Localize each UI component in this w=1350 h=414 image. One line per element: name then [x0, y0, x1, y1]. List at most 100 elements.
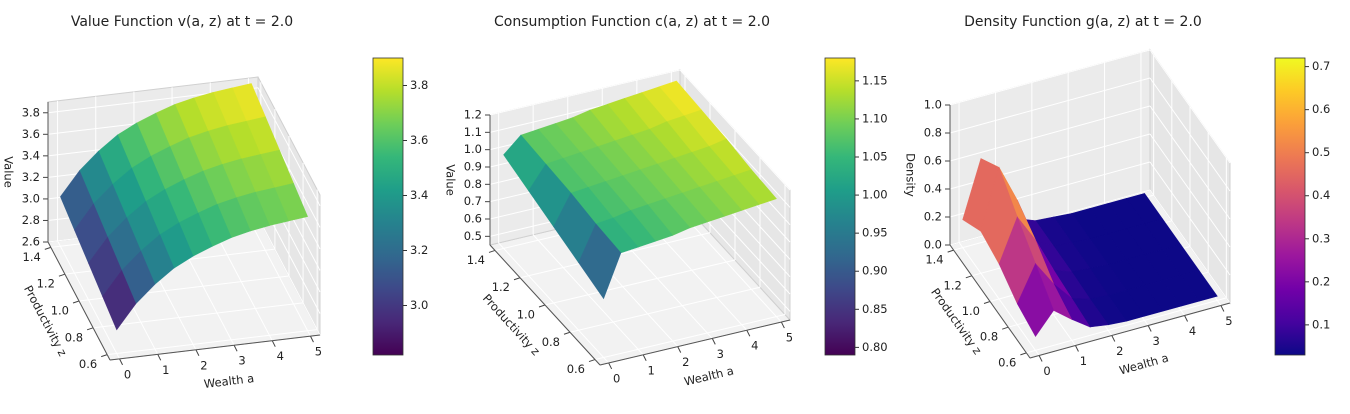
x-tick [1147, 325, 1152, 332]
grid-line [1149, 161, 1231, 276]
y-tick-label: 1.2 [492, 280, 510, 294]
surface-patch [102, 269, 137, 331]
y-tick [563, 331, 571, 335]
colorbar-tick-label: 3.2 [410, 243, 428, 257]
z-tick-label: 1.0 [924, 98, 942, 112]
x-tick-label: 0 [124, 367, 131, 381]
colorbar-tick-label: 0.90 [862, 264, 888, 278]
y-tick [72, 300, 80, 304]
grid-line [1026, 297, 1227, 354]
z-tick-label: 0.7 [464, 194, 482, 208]
colorbar [1274, 57, 1306, 356]
y-axis-label: Productivity z [480, 291, 543, 358]
x-tick-label: 4 [1189, 324, 1196, 338]
y-tick-label: 0.6 [79, 357, 97, 371]
x-tick [711, 338, 716, 345]
x-axis-label: Wealth a [683, 363, 735, 388]
y-tick-label: 1.2 [944, 278, 962, 292]
z-axis-label: Value [2, 156, 16, 188]
x-tick-label: 0 [613, 371, 620, 385]
x-tick [608, 362, 613, 370]
x-tick-label: 5 [315, 345, 322, 359]
colorbar-tick-label: 1.10 [862, 111, 888, 125]
x-tick-label: 0 [1043, 364, 1050, 378]
colorbar-tick-label: 3.4 [410, 188, 428, 202]
grid-line [489, 69, 681, 116]
grid-line [1149, 105, 1231, 220]
y-axis-label: Productivity z [21, 283, 70, 358]
colorbar-tick-label: 0.5 [1312, 145, 1330, 159]
x-tick [271, 340, 276, 347]
colorbar [824, 57, 856, 356]
chart-title: Density Function g(a, z) at t = 2.0 [964, 14, 1202, 30]
y-axis [949, 244, 1031, 359]
y-tick-label: 1.4 [925, 253, 943, 267]
z-tick-label: 3.0 [22, 191, 40, 205]
y-tick [983, 301, 991, 304]
z-axis-label: Value [444, 164, 458, 196]
z-tick-label: 3.4 [22, 148, 40, 162]
colorbar-tick-label: 0.6 [1312, 102, 1330, 116]
x-axis-label: Wealth a [1118, 351, 1170, 378]
x-tick-label: 4 [751, 339, 758, 353]
x-axis [109, 334, 321, 361]
y-tick-label: 1.4 [467, 253, 485, 267]
colorbar-tick-label: 0.4 [1312, 188, 1330, 202]
x-tick [1075, 345, 1079, 352]
grid-line [679, 69, 791, 191]
y-tick-label: 1.0 [962, 304, 980, 318]
y-tick-label: 1.0 [517, 308, 535, 322]
x-tick-label: 2 [200, 358, 207, 372]
colorbar-tick-label: 0.7 [1312, 59, 1330, 73]
x-axis-label: Wealth a [203, 371, 255, 391]
x-tick [677, 346, 682, 353]
x-tick-label: 1 [162, 363, 169, 377]
y-tick-label: 0.6 [567, 362, 585, 376]
z-tick-label: 1.1 [464, 125, 482, 139]
grid-line [949, 105, 1151, 162]
x-tick-label: 2 [1116, 344, 1123, 358]
z-axis-label: Density [904, 153, 918, 197]
z-tick-label: 0.5 [464, 229, 482, 243]
x-tick-label: 2 [682, 355, 689, 369]
x-axis [599, 319, 791, 366]
y-tick-label: 0.6 [998, 355, 1016, 369]
grid-line [107, 329, 318, 356]
z-tick-label: 2.8 [22, 213, 40, 227]
z-tick-label: 0.0 [924, 238, 942, 252]
x-tick [233, 345, 238, 352]
y-axis-label: Productivity z [928, 285, 984, 357]
y-tick-label: 0.8 [542, 335, 560, 349]
y-tick-label: 1.2 [37, 277, 55, 291]
colorbar-tick-label: 0.95 [862, 226, 888, 240]
colorbar-tick-label: 3.8 [410, 78, 428, 92]
x-tick-label: 3 [1153, 334, 1160, 348]
x-tick [1220, 305, 1225, 312]
chart-title: Value Function v(a, z) at t = 2.0 [71, 14, 293, 30]
y-tick [538, 304, 546, 308]
y-tick-label: 1.0 [51, 304, 69, 318]
grid-line [949, 77, 1151, 134]
y-tick-label: 0.8 [980, 330, 998, 344]
y-axis [489, 244, 601, 366]
y-tick [588, 359, 596, 363]
z-tick-label: 1.0 [464, 142, 482, 156]
x-tick-label: 3 [238, 354, 245, 368]
x-tick [1184, 315, 1188, 322]
x-tick [157, 354, 162, 361]
y-tick-label: 0.8 [65, 330, 83, 344]
x-tick [642, 354, 647, 361]
colorbar-tick-label: 0.85 [862, 302, 888, 316]
x-tick [780, 321, 785, 329]
grid-line [1149, 133, 1231, 248]
y-tick [513, 277, 521, 281]
y-tick [488, 249, 496, 253]
x-tick-label: 1 [1080, 354, 1087, 368]
grid-line [594, 314, 786, 361]
chart-title: Consumption Function c(a, z) at t = 2.0 [494, 14, 770, 30]
z-tick-label: 1.2 [464, 108, 482, 122]
grid-line [544, 259, 736, 306]
z-tick-label: 3.2 [22, 170, 40, 184]
colorbar-tick-label: 3.6 [410, 133, 428, 147]
